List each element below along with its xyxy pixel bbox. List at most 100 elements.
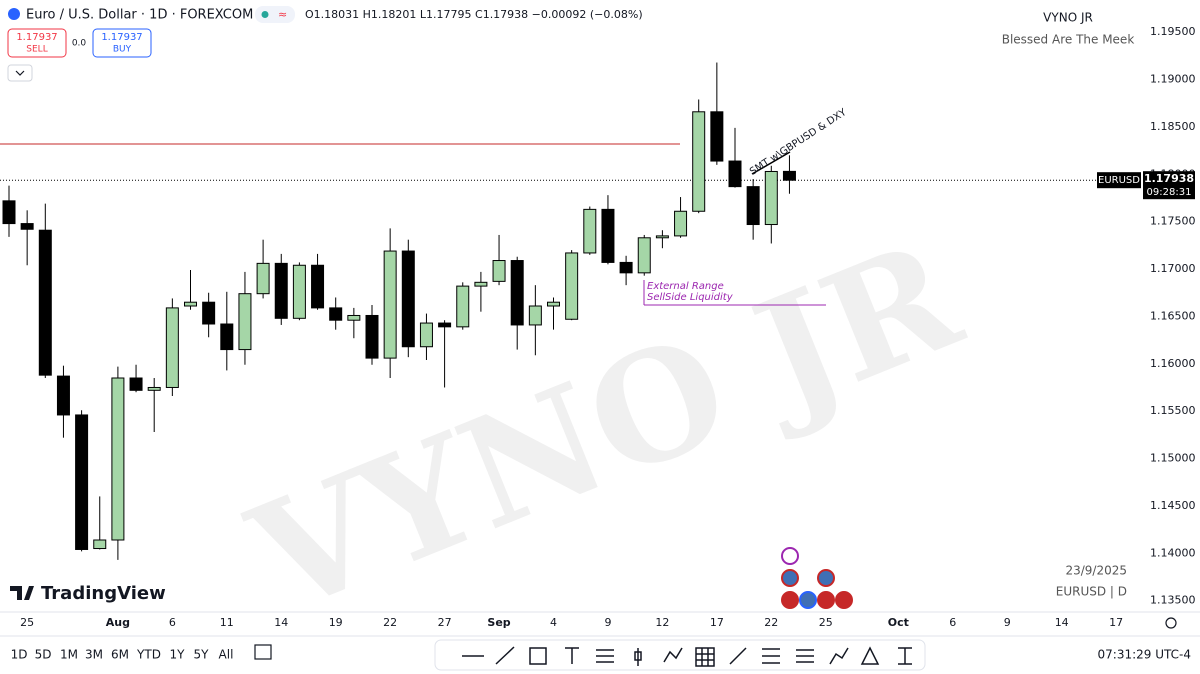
x-tick-label: 14 (1055, 616, 1069, 629)
liquidity-annotation: SellSide Liquidity (647, 292, 734, 303)
y-tick-label: 1.14000 (1150, 546, 1196, 559)
x-tick-label: 6 (169, 616, 176, 629)
status-pill[interactable] (255, 6, 295, 23)
tool-brush[interactable] (860, 646, 880, 665)
brand: TradingView (41, 583, 166, 604)
buy-button[interactable] (92, 28, 152, 58)
candle-body (383, 250, 397, 359)
symbol-tag-label: EURUSD (1098, 175, 1140, 186)
y-tick-label: 1.19500 (1150, 25, 1196, 38)
symbol-tag (1097, 172, 1141, 189)
x-tick-label: Aug (106, 616, 130, 629)
candle-body (20, 223, 34, 230)
candle-body (746, 186, 760, 226)
status-wave: ≈ (278, 8, 287, 21)
x-tick-label: 22 (383, 616, 397, 629)
sell-button[interactable] (7, 28, 67, 58)
event-icons[interactable] (781, 547, 853, 609)
timeframe-button[interactable]: 3M (85, 648, 103, 662)
candle-body (547, 301, 560, 307)
x-tick-label: 22 (764, 616, 778, 629)
tool-pattern[interactable] (663, 647, 683, 663)
timeframe-button[interactable]: 6M (111, 648, 129, 662)
x-tick-label: 17 (710, 616, 724, 629)
chevron (15, 70, 25, 76)
candle-body (710, 111, 724, 162)
event-icon[interactable] (781, 547, 799, 565)
timeframe-button[interactable]: 1M (60, 648, 78, 662)
brand-logo (10, 586, 34, 600)
candle-body (202, 301, 216, 325)
candle-body (510, 260, 524, 326)
candle-body (329, 307, 343, 321)
status-dot (261, 11, 269, 18)
event-icon[interactable] (817, 591, 835, 609)
event-icon[interactable] (781, 569, 799, 587)
event-icon[interactable] (817, 569, 835, 587)
timeframe-button[interactable]: 1D (11, 648, 28, 662)
tool-channel[interactable] (762, 648, 780, 664)
candle-body (601, 208, 615, 263)
x-tick-label: Sep (487, 616, 510, 629)
y-tick-label: 1.13500 (1150, 594, 1196, 607)
candle-body (692, 111, 706, 212)
candle-body (292, 264, 306, 319)
y-tick-label: 1.16000 (1150, 357, 1196, 370)
candle-body (256, 262, 270, 295)
tool-grid[interactable] (695, 647, 715, 667)
candle-body (75, 414, 89, 550)
tool-measure[interactable] (898, 647, 912, 665)
event-icon[interactable] (799, 591, 817, 609)
event-icon[interactable] (781, 591, 799, 609)
x-tick-label: Oct (888, 616, 909, 629)
ohlc-values: O1.18031 H1.18201 L1.17795 C1.17938 −0.0… (305, 8, 643, 21)
tool-position[interactable] (796, 649, 814, 663)
watermark: VYNO JR (229, 207, 982, 648)
candle-body (220, 323, 234, 351)
candle-body (565, 252, 579, 320)
tool-trend[interactable] (495, 646, 515, 665)
candle-body (147, 386, 161, 391)
x-tick-label: 27 (438, 616, 452, 629)
sell-label: SELL (26, 45, 47, 55)
candle-body (311, 264, 325, 309)
date-range-icon[interactable] (254, 644, 272, 660)
tool-ray[interactable] (729, 647, 747, 665)
candle-body (93, 539, 107, 550)
tool-rect[interactable] (529, 647, 547, 665)
settings-icon[interactable] (1165, 617, 1177, 629)
clock: 07:31:29 UTC-4 (1098, 648, 1191, 662)
x-tick-label: 25 (819, 616, 833, 629)
candle-body (474, 281, 488, 287)
drawing-toolbar (434, 639, 926, 671)
timeframe-button[interactable]: YTD (136, 648, 161, 662)
y-tick-label: 1.15000 (1150, 452, 1196, 465)
tool-fib[interactable] (596, 649, 614, 663)
event-icon[interactable] (835, 591, 853, 609)
x-tick-label: 11 (220, 616, 234, 629)
y-tick-label: 1.14500 (1150, 499, 1196, 512)
y-tick-label: 1.16500 (1150, 309, 1196, 322)
tool-text[interactable] (565, 647, 579, 664)
tool-candle[interactable] (634, 648, 642, 666)
candle-body (492, 260, 506, 282)
candle-body (764, 170, 778, 226)
candle-body (419, 322, 433, 348)
timeframe-button[interactable]: 5D (35, 648, 52, 662)
candle-body (619, 261, 633, 274)
symbol-title[interactable]: Euro / U.S. Dollar · 1D · FOREXCOM (26, 8, 253, 23)
x-tick-label: 6 (949, 616, 956, 629)
tool-path[interactable] (829, 647, 849, 665)
candle-body (401, 250, 415, 348)
collapse-button[interactable] (7, 64, 33, 82)
x-tick-label: 19 (329, 616, 343, 629)
timeframe-button[interactable]: 5Y (194, 648, 210, 662)
timeframe-button[interactable]: 1Y (170, 648, 186, 662)
y-tick-label: 1.17000 (1150, 262, 1196, 275)
x-tick-label: 9 (1004, 616, 1011, 629)
y-tick-label: 1.18500 (1150, 120, 1196, 133)
timeframe-button[interactable]: All (219, 648, 234, 662)
y-tick-label: 1.19000 (1150, 73, 1196, 86)
tagline: Blessed Are The Meek (1002, 33, 1135, 47)
